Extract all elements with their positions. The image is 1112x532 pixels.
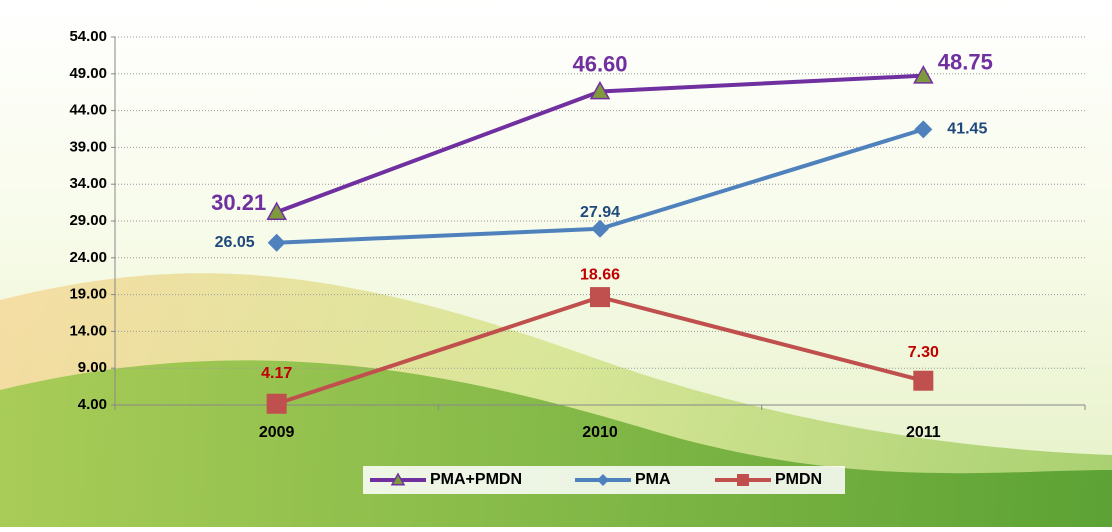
legend-label: PMA xyxy=(635,471,671,488)
data-label: 26.05 xyxy=(215,234,255,251)
x-tick-label: 2009 xyxy=(259,424,295,441)
marker xyxy=(913,371,933,391)
y-tick-label: 4.00 xyxy=(78,396,107,413)
marker xyxy=(737,474,749,486)
y-tick-label: 39.00 xyxy=(69,138,107,155)
y-tick-label: 29.00 xyxy=(69,212,107,229)
data-label: 7.30 xyxy=(908,344,939,361)
y-tick-label: 19.00 xyxy=(69,286,107,303)
marker xyxy=(267,394,287,414)
chart: 4.00 9.00 14.00 19.00 24.00 29.00 34.00 39.00 44… xyxy=(0,0,1112,527)
y-tick-label: 44.00 xyxy=(69,102,107,119)
data-label: 27.94 xyxy=(580,204,620,221)
x-tick-label: 2010 xyxy=(582,424,618,441)
data-label: 4.17 xyxy=(261,365,292,382)
legend-label: PMDN xyxy=(775,471,822,488)
legend-label: PMA+PMDN xyxy=(430,471,522,488)
y-tick-label: 54.00 xyxy=(69,28,107,45)
y-tick-label: 49.00 xyxy=(69,65,107,82)
y-tick-label: 24.00 xyxy=(69,249,107,266)
y-tick-label: 14.00 xyxy=(69,322,107,339)
y-tick-label: 34.00 xyxy=(69,175,107,192)
y-tick-label: 9.00 xyxy=(78,359,107,376)
data-label: 48.75 xyxy=(938,49,993,74)
marker xyxy=(590,287,610,307)
data-label: 41.45 xyxy=(947,121,987,138)
data-label: 30.21 xyxy=(211,190,266,215)
data-label: 18.66 xyxy=(580,266,620,283)
data-label: 46.60 xyxy=(572,51,627,76)
x-tick-label: 2011 xyxy=(906,424,941,441)
